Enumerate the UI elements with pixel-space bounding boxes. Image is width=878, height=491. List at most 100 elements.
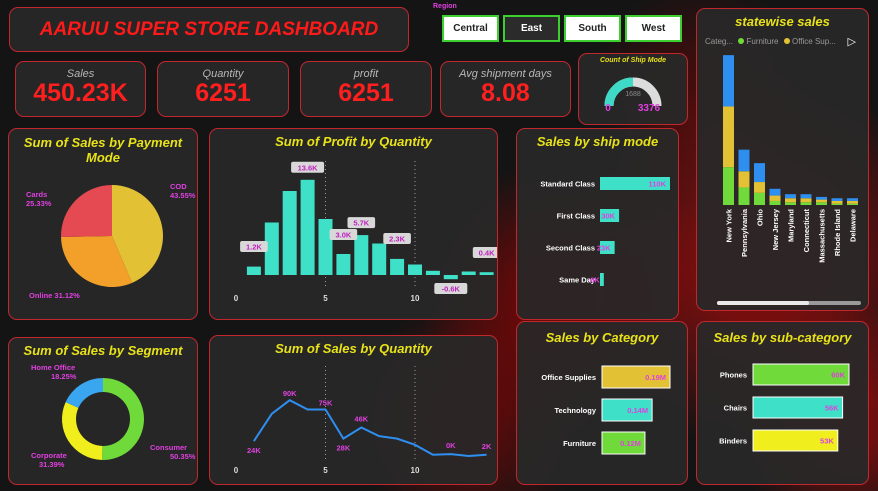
pie-slice-label: Cards 25.33% — [26, 190, 52, 208]
profit-bar — [336, 254, 351, 275]
x-tick-label: 10 — [411, 466, 420, 475]
region-option-east[interactable]: East — [503, 15, 560, 42]
bar — [752, 396, 844, 419]
kpi-value: 8.08 — [481, 79, 530, 107]
data-label: 90K — [283, 389, 297, 398]
segment-donut-chart: Consumer 50.35% Corporate 31.39% Home Office… — [31, 363, 196, 469]
gauge-title: Count of Ship Mode — [599, 57, 667, 64]
bar-category-label: Same Day — [559, 276, 596, 285]
legend-next-icon[interactable]: ▷ — [847, 36, 856, 48]
bar-category-label: Standard Class — [540, 180, 595, 189]
chart-title: Sales by Category — [545, 330, 659, 345]
profit-bar — [354, 235, 369, 275]
profit-bar — [461, 271, 476, 275]
region-filter: Region Central East South West — [432, 2, 687, 46]
data-label: 1.2K — [246, 243, 262, 252]
data-label: -0.6K — [442, 285, 461, 294]
stacked-bar-segment — [800, 194, 812, 199]
region-option-central[interactable]: Central — [442, 15, 499, 42]
data-label: 3.0K — [335, 231, 351, 240]
stacked-bar-segment — [723, 167, 734, 205]
state-label: New York — [725, 208, 734, 242]
stacked-bar-segment — [800, 198, 812, 203]
stacked-bar-segment — [816, 199, 827, 203]
stacked-bar-segment — [847, 200, 858, 204]
region-option-west[interactable]: West — [625, 15, 682, 42]
bar-category-label: Technology — [554, 406, 596, 415]
data-label: 2K — [482, 442, 492, 451]
header-panel: AARUU SUPER STORE DASHBOARD — [9, 7, 409, 52]
sales-by-quantity-card: Sum of Sales by Quantity 0 5 10 24K 90K 75K 28… — [209, 335, 498, 485]
gauge-center-label: 1688 — [625, 91, 641, 98]
kpi-sales-card: Sales 450.23K — [15, 61, 146, 117]
stacked-bar-segment — [754, 182, 765, 193]
ship-mode-gauge-card: Count of Ship Mode 1688 0 3376 — [578, 53, 688, 125]
kpi-label: Sales — [66, 68, 95, 80]
bar-category-label: Second Class — [546, 244, 595, 253]
sales-by-ship-mode-card: Sales by ship mode Standard Class 110K Fir… — [516, 128, 679, 320]
stacked-bar-segment — [769, 188, 781, 196]
stacked-bar-segment — [738, 171, 750, 188]
donut-slice — [102, 378, 145, 460]
ship-mode-bar-chart: Standard Class 110K First Class 30K Second C… — [540, 177, 670, 286]
statewise-stacked-bar-chart: New York Pennsylvania Ohio New Jersey Maryla… — [723, 55, 858, 263]
gauge-min-label: 0 — [605, 103, 611, 114]
bar — [600, 177, 670, 190]
state-label: Ohio — [756, 209, 765, 226]
bar — [601, 431, 646, 455]
profit-bar — [443, 275, 458, 280]
data-label-box — [240, 241, 268, 252]
chart-title: Sales by ship mode — [536, 134, 659, 149]
stacked-bar-segment — [738, 149, 750, 172]
chart-title: Sales by sub-category — [713, 330, 852, 345]
data-label-box — [347, 217, 376, 229]
data-label: 0K — [446, 441, 456, 450]
data-label: 24K — [247, 446, 261, 455]
bar — [600, 241, 615, 254]
chart-title: Sum of Sales by Segment — [23, 343, 183, 358]
profit-bar — [264, 222, 279, 275]
stacked-bar-segment — [769, 195, 781, 201]
stacked-bar-segment — [847, 198, 858, 201]
profit-bar — [390, 258, 405, 275]
profit-bar — [425, 270, 440, 275]
bar-value-label: 30K — [601, 212, 615, 221]
chart-title: Sum of Sales by Payment Mode — [23, 135, 183, 165]
donut-slice — [62, 402, 103, 460]
kpi-label: Quantity — [202, 68, 244, 80]
x-tick-label: 0 — [234, 466, 239, 475]
state-label: Rhode Island — [833, 209, 842, 257]
category-bar-chart: Office Supplies 0.19M Technology 0.14M Furni… — [541, 365, 671, 455]
region-label: Region — [433, 3, 457, 10]
stacked-bar-segment — [723, 106, 734, 168]
pie-slice-label: Online 31.12% — [29, 291, 80, 300]
kpi-label: Avg shipment days — [459, 68, 552, 80]
bar-category-label: Binders — [719, 437, 747, 446]
stacked-bar-segment — [816, 202, 827, 205]
stacked-bar-segment — [754, 192, 765, 205]
horizontal-scrollbar[interactable] — [717, 301, 861, 305]
data-label-box — [291, 161, 325, 173]
bar — [752, 363, 850, 386]
profit-bar — [246, 266, 261, 275]
scrollbar-thumb[interactable] — [717, 301, 809, 305]
kpi-profit-card: profit 6251 — [300, 61, 432, 117]
data-label: 0.4K — [479, 249, 495, 258]
profit-bar — [282, 191, 297, 275]
state-label: Delaware — [849, 209, 858, 242]
bar-category-label: Office Supplies — [541, 373, 596, 382]
stacked-bar-segment — [847, 203, 858, 205]
kpi-value: 6251 — [338, 79, 394, 107]
kpi-value: 450.23K — [33, 79, 128, 107]
donut-slice-label: Home Office 18.25% — [31, 363, 77, 381]
region-option-south[interactable]: South — [564, 15, 621, 42]
state-label: Pennsylvania — [740, 208, 749, 257]
data-label: 28K — [337, 444, 351, 453]
bar-category-label: First Class — [557, 212, 595, 221]
bar-value-label: 0.12M — [620, 439, 641, 448]
bar-value-label: 0.19M — [645, 373, 666, 382]
sales-by-subcategory-card: Sales by sub-category Phones 60K Chairs 56K… — [696, 321, 869, 485]
payment-pie-chart: COD 43.55% Online 31.12% Cards 25.33% — [26, 182, 196, 300]
legend-dot-icon — [738, 38, 745, 44]
state-label: Maryland — [787, 209, 796, 242]
